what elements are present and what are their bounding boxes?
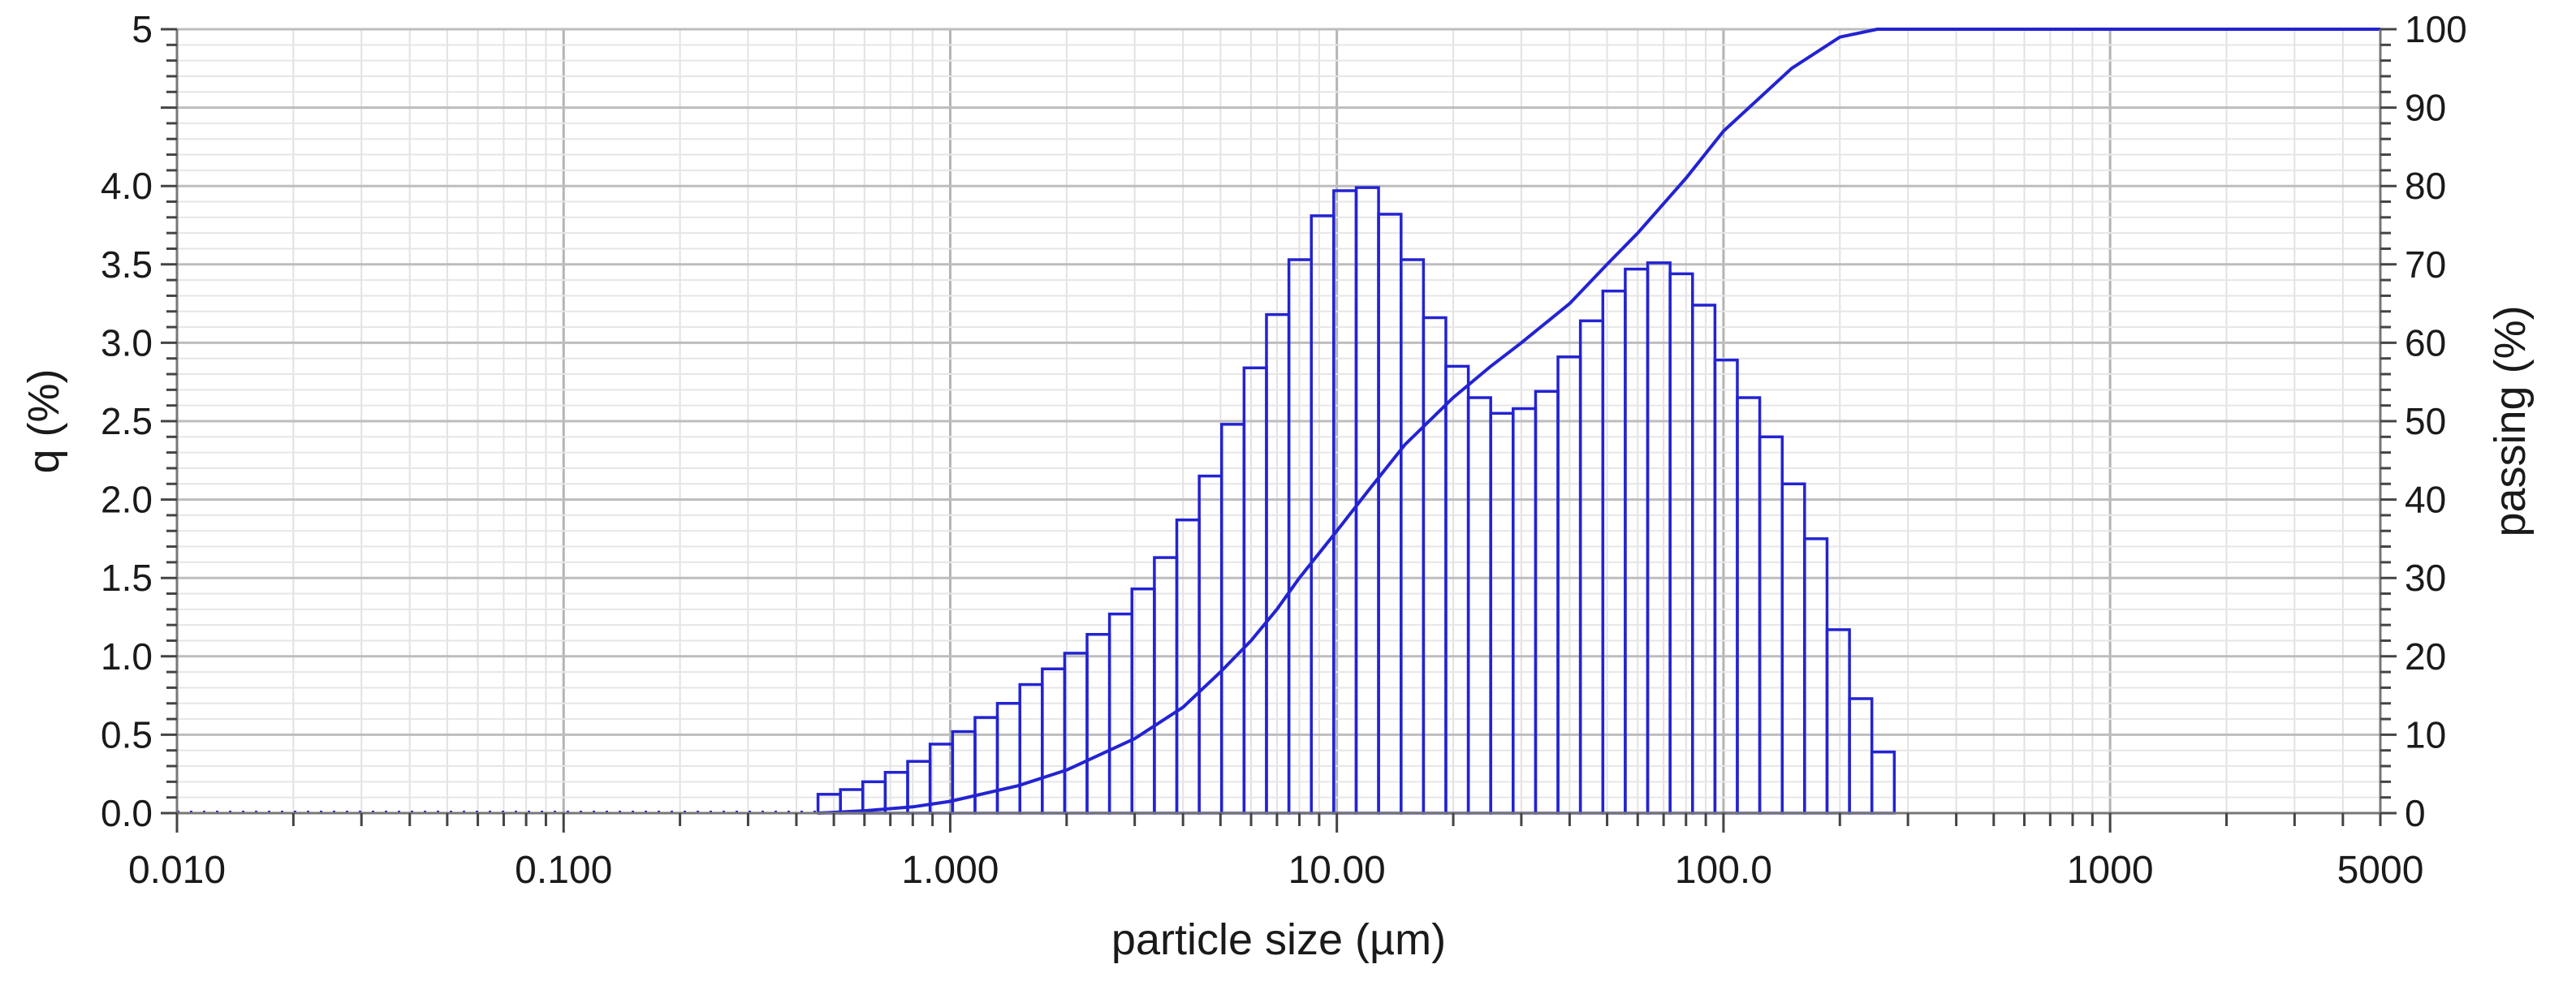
y-right-tick-label: 30: [2405, 557, 2446, 599]
y-left-tick-label: 2.5: [101, 400, 153, 442]
histogram-bar: [816, 793, 842, 815]
histogram-bar: [1646, 261, 1672, 815]
y-left-tick-label: 3.5: [101, 243, 153, 286]
histogram-bar: [1825, 628, 1851, 815]
y-right-axis-title: passing (%): [2486, 305, 2535, 536]
histogram-bar: [1489, 411, 1515, 815]
x-tick-label: 0.010: [128, 849, 226, 892]
y-left-tick-label: 5: [132, 8, 153, 50]
histogram-bar: [1668, 272, 1694, 815]
histogram-bar: [1803, 537, 1829, 815]
y-right-tick-label: 10: [2405, 713, 2446, 755]
histogram-bar: [1310, 214, 1335, 815]
y-left-tick-label: 1.5: [101, 557, 153, 599]
x-tick-label: 5000: [2337, 849, 2424, 892]
histogram-bar: [1377, 213, 1403, 815]
histogram-bar: [1534, 390, 1560, 815]
histogram-bar: [1400, 258, 1426, 815]
y-right-tick-label: 50: [2405, 400, 2446, 442]
y-right-tick-label: 0: [2405, 792, 2426, 834]
y-right-tick-label: 70: [2405, 243, 2446, 286]
y-right-tick-label: 90: [2405, 87, 2446, 129]
histogram-bar: [1758, 435, 1784, 815]
y-right-tick-label: 60: [2405, 321, 2446, 364]
grid-layer: [175, 28, 2381, 815]
histogram-bar: [1601, 289, 1627, 815]
histogram-bar: [1220, 423, 1246, 815]
x-tick-label: 1000: [2067, 849, 2154, 892]
histogram-bar: [1175, 518, 1201, 815]
y-left-tick-label: 0.5: [101, 713, 153, 755]
x-tick-label: 1.000: [901, 849, 999, 892]
histogram-bar: [1578, 319, 1605, 815]
y-right-tick-label: 100: [2405, 8, 2467, 50]
histogram-bar: [1444, 364, 1470, 815]
histogram-bar: [973, 716, 999, 815]
histogram-bar: [1780, 482, 1806, 815]
y-right-tick-label: 20: [2405, 635, 2446, 678]
y-left-tick-label: 3.0: [101, 321, 153, 364]
histogram-bar: [1556, 355, 1582, 815]
x-tick-label: 0.100: [515, 849, 612, 892]
histogram-bar: [1422, 316, 1448, 815]
y-left-axis-title: q (%): [19, 368, 68, 473]
cumulative-passing-line: [818, 28, 2380, 815]
histogram-bar: [1107, 612, 1134, 815]
histogram-bar: [1063, 652, 1089, 815]
axes-layer: [161, 28, 2397, 833]
histogram-bar: [1130, 587, 1156, 815]
labels-layer: 0.00.51.01.52.02.53.03.54.05010203040506…: [19, 8, 2535, 964]
x-axis-title: particle size (µm): [1111, 915, 1446, 964]
histogram-bar: [1512, 407, 1538, 815]
histogram-bar: [1085, 633, 1111, 815]
histogram-bar: [1691, 303, 1717, 815]
histogram-bar: [1197, 474, 1223, 815]
histogram-bar: [1848, 697, 1874, 815]
histogram-bar: [1041, 667, 1067, 815]
y-left-tick-label: 0.0: [101, 792, 153, 834]
histogram-bar: [1018, 682, 1044, 815]
x-tick-label: 10.00: [1288, 849, 1386, 892]
x-tick-label: 100.0: [1675, 849, 1772, 892]
histogram-bar: [1736, 396, 1762, 815]
histogram-bar: [1287, 258, 1313, 815]
histogram-bar: [1713, 358, 1739, 815]
histogram-bar: [1242, 366, 1268, 815]
y-left-tick-label: 1.0: [101, 635, 153, 678]
histogram-bar: [1624, 267, 1650, 815]
y-right-tick-label: 80: [2405, 165, 2446, 207]
y-right-tick-label: 40: [2405, 479, 2446, 521]
histogram-bar: [1466, 396, 1492, 815]
histogram-bar: [1332, 189, 1358, 815]
y-left-tick-label: 2.0: [101, 479, 153, 521]
y-left-tick-label: 4.0: [101, 165, 153, 207]
histogram-bar: [1265, 312, 1291, 815]
histogram-bar: [995, 702, 1021, 815]
histogram-bar: [1870, 750, 1896, 815]
histogram-bar: [1153, 556, 1179, 815]
